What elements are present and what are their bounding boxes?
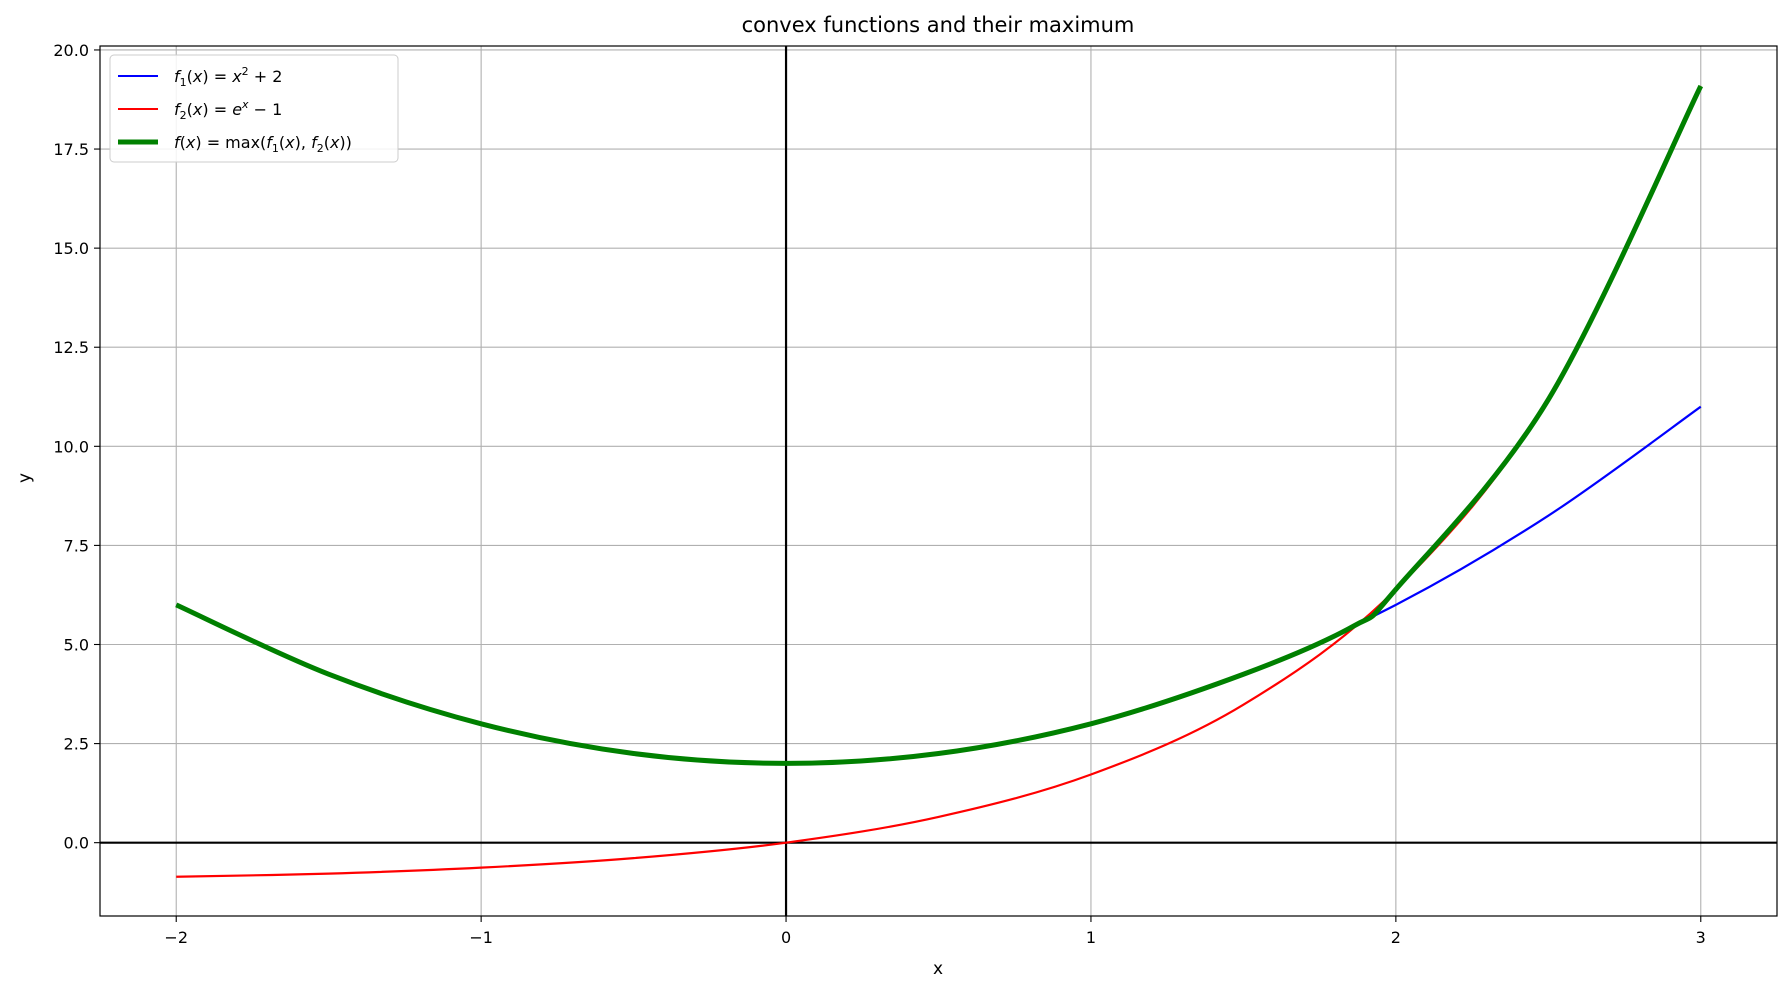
legend: f1(x) = x2 + 2 f2(x) = ex − 1 f(x) = max… [109,54,399,163]
x-tick-label: 0 [781,928,791,947]
y-tick-label: 17.5 [53,140,89,159]
x-tick-label: 2 [1391,928,1401,947]
series-max-line [175,84,1704,766]
zero-axes-layer [100,46,1777,916]
legend-label-f2: f2(x) = ex − 1 [174,98,282,122]
x-tick-label: −1 [469,928,493,947]
y-tick-label: 15.0 [53,239,89,258]
y-axis-label: y [15,473,35,483]
series-f2-line [176,85,1702,878]
x-tick-label: 1 [1086,928,1096,947]
y-tick-label: 7.5 [64,536,89,555]
y-tick-label: 10.0 [53,437,89,456]
chart-title: convex functions and their maximum [742,13,1135,37]
ticks-layer: −2 −1 0 1 2 3 0.0 2.5 5.0 7.5 10.0 12.5 15.0 17.5 20.0 [53,41,1705,947]
series-f1-line [175,405,1702,765]
legend-label-f1: f1(x) = x2 + 2 [174,65,282,89]
y-tick-label: 5.0 [64,635,89,654]
y-tick-label: 20.0 [53,41,89,60]
x-axis-label: x [933,959,943,979]
plot-frame [99,45,1778,917]
y-tick-label: 0.0 [64,834,89,853]
legend-box [109,54,399,163]
series-layer [175,84,1704,878]
x-tick-label: 3 [1696,928,1706,947]
x-tick-label: −2 [164,928,188,947]
legend-label-max: f(x) = max(f1(x), f2(x)) [174,133,352,155]
y-tick-label: 2.5 [64,735,89,754]
y-tick-label: 12.5 [53,338,89,357]
grid-layer [100,46,1777,916]
